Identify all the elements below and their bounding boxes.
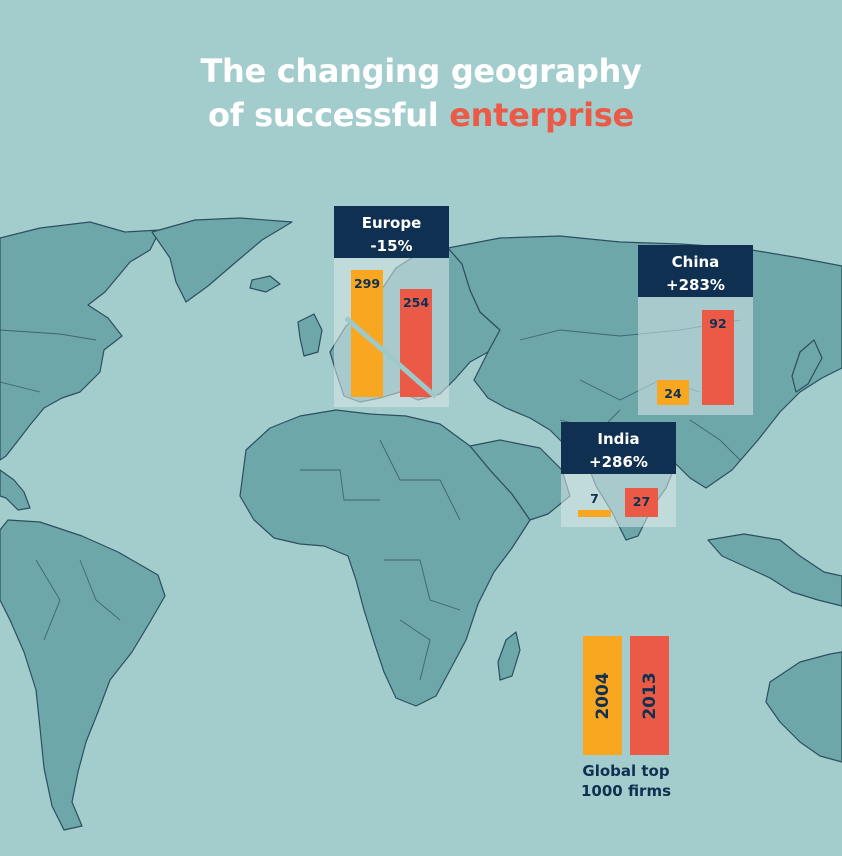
greenland-landmass [151, 217, 293, 303]
british-isles-landmass [297, 313, 323, 357]
region-chart: 299 254 [334, 258, 449, 407]
arabia-landmass [469, 439, 571, 521]
title-prefix: of successful [208, 96, 450, 134]
title-line-1: The changing geography [200, 52, 642, 90]
region-name: China [671, 253, 720, 271]
region-name: Europe [361, 214, 422, 232]
north-america-landmass [0, 221, 161, 461]
africa-landmass [239, 409, 531, 707]
region-india: India +286% 7 27 [561, 422, 676, 527]
title-accent: enterprise [449, 96, 634, 134]
south-america-landmass [0, 519, 166, 831]
region-chart: 24 92 [638, 297, 753, 415]
region-header: Europe -15% [334, 206, 449, 258]
region-europe: Europe -15% 299 254 [334, 206, 449, 407]
legend-caption-line-1: Global top [582, 762, 670, 780]
value-label: 299 [353, 276, 381, 291]
value-label: 92 [709, 316, 727, 331]
bar-europe-2004: 299 [351, 270, 383, 397]
title-line-2: of successful enterprise [0, 95, 842, 135]
region-change: +286% [589, 453, 648, 471]
bar-china-2013: 92 [702, 310, 734, 405]
legend-swatch-2013: 2013 [630, 636, 669, 755]
bar-india-2013: 27 [625, 488, 658, 517]
region-change: +283% [666, 276, 725, 294]
value-label: 254 [402, 295, 430, 310]
region-name: India [597, 430, 640, 448]
region-change: -15% [370, 237, 413, 255]
bar-india-2004: 7 [578, 491, 611, 517]
region-china: China +283% 24 92 [638, 245, 753, 415]
legend-swatch-2004: 2004 [583, 636, 622, 755]
japan-landmass [791, 339, 823, 393]
decline-arrow [344, 316, 438, 399]
legend-caption: Global top 1000 firms [566, 761, 686, 801]
iceland-landmass [249, 275, 281, 293]
australia-landmass [765, 651, 842, 763]
madagascar-landmass [497, 631, 521, 681]
region-header: China +283% [638, 245, 753, 297]
region-header: India +286% [561, 422, 676, 474]
value-label: 7 [590, 491, 599, 506]
southeast-asia-islands-landmass [707, 533, 842, 607]
bar-china-2004: 24 [657, 380, 689, 405]
central-america-landmass [0, 469, 31, 511]
legend-label-2004: 2004 [592, 671, 613, 720]
value-label: 27 [632, 494, 651, 509]
legend-caption-line-2: 1000 firms [580, 782, 672, 800]
value-label: 24 [664, 386, 682, 401]
legend-label-2013: 2013 [639, 671, 660, 720]
region-chart: 7 27 [561, 474, 676, 527]
